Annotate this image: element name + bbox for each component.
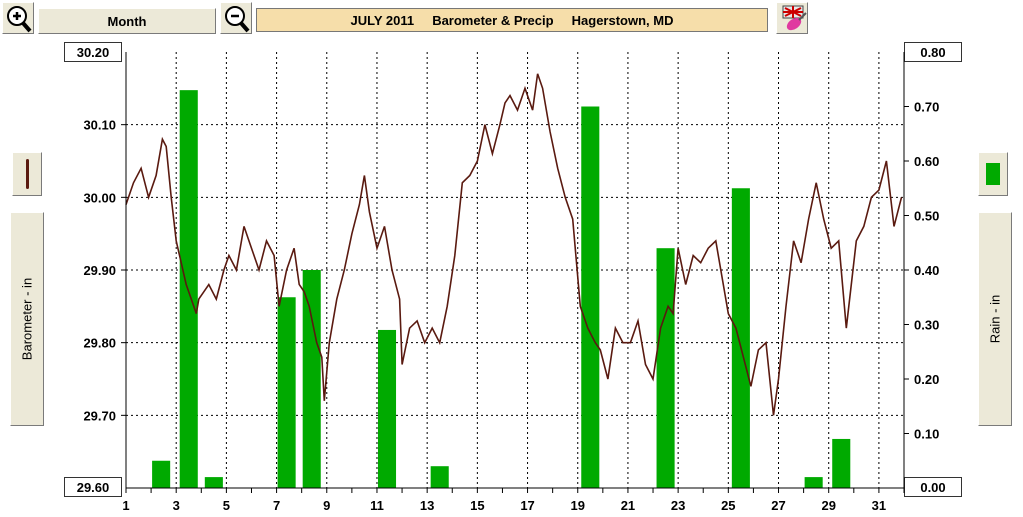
rain-bar (377, 329, 397, 488)
rain-bar (204, 477, 223, 488)
left-tick-label: 29.80 (83, 336, 116, 351)
chart-title: JULY 2011 Barometer & Precip Hagerstown,… (256, 8, 768, 32)
left-tick-label: 29.70 (83, 408, 116, 423)
right-tick-label: 0.40 (914, 263, 939, 278)
rain-bar (277, 297, 296, 488)
x-tick-label: 9 (323, 498, 330, 513)
left-tick-label: 30.00 (83, 190, 116, 205)
barometer-line-icon (26, 159, 29, 189)
x-tick-label: 15 (470, 498, 484, 513)
rain-bar (581, 106, 600, 488)
rain-axis-button[interactable]: Rain - in (978, 212, 1012, 426)
x-tick-label: 27 (771, 498, 785, 513)
rain-bar (179, 90, 198, 489)
zoom-in-button[interactable] (2, 2, 34, 34)
left-tick-labels: 30.10 30.00 29.90 29.80 29.70 (83, 118, 126, 423)
right-tick-label: 0.60 (914, 154, 939, 169)
x-tick-label: 25 (721, 498, 735, 513)
rain-bar (804, 477, 823, 488)
x-tick-label: 17 (520, 498, 534, 513)
rain-bar (656, 248, 675, 488)
x-tick-label: 7 (273, 498, 280, 513)
chart-axes (125, 52, 905, 493)
x-tick-label: 5 (223, 498, 230, 513)
left-tick-label: 30.10 (83, 118, 116, 133)
right-tick-label: 0.70 (914, 100, 939, 115)
rain-bar (832, 438, 851, 488)
right-tick-label: 0.10 (914, 427, 939, 442)
month-label: Month (107, 13, 147, 29)
left-tick-label: 29.90 (83, 263, 116, 278)
x-tick-label: 3 (173, 498, 180, 513)
barometer-axis-button[interactable]: Barometer - in (10, 212, 44, 426)
right-tick-label: 0.20 (914, 372, 939, 387)
x-tick-label: 13 (420, 498, 434, 513)
rain-bar (731, 188, 750, 488)
rain-bar (430, 466, 449, 488)
x-tick-label: 31 (872, 498, 886, 513)
right-axis-min: 0.00 (904, 477, 962, 497)
right-tick-label: 0.30 (914, 318, 939, 333)
zoom-out-button[interactable] (220, 2, 252, 34)
right-axis-max: 0.80 (904, 42, 962, 62)
rain-bar (302, 270, 321, 488)
zoom-in-icon (7, 6, 32, 33)
barometer-legend-swatch[interactable] (12, 152, 42, 196)
x-tick-label: 1 (122, 498, 129, 513)
color-settings-button[interactable] (776, 2, 808, 34)
zoom-out-icon (225, 6, 250, 33)
right-tick-label: 0.50 (914, 209, 939, 224)
left-axis-max: 30.20 (64, 42, 122, 62)
x-tick-label: 23 (671, 498, 685, 513)
x-tick-label: 29 (821, 498, 835, 513)
x-tick-label: 11 (370, 498, 384, 513)
x-tick-label: 19 (571, 498, 585, 513)
rain-bar (152, 460, 171, 488)
right-tick-labels: 0.70 0.60 0.50 0.40 0.30 0.20 0.10 (904, 100, 939, 442)
rain-bar-icon (986, 163, 1000, 185)
rain-bars (152, 90, 851, 489)
barometer-line (125, 73, 903, 416)
paint-brush-icon (782, 5, 807, 31)
left-axis-min: 29.60 (64, 477, 122, 497)
x-tick-label: 21 (621, 498, 635, 513)
rain-legend-swatch[interactable] (978, 152, 1008, 196)
x-tick-labels: 1 3 5 7 9 11 13 15 17 19 21 23 25 27 29 31 (122, 498, 886, 513)
grid-lines (125, 52, 904, 488)
month-button[interactable]: Month (38, 8, 216, 34)
